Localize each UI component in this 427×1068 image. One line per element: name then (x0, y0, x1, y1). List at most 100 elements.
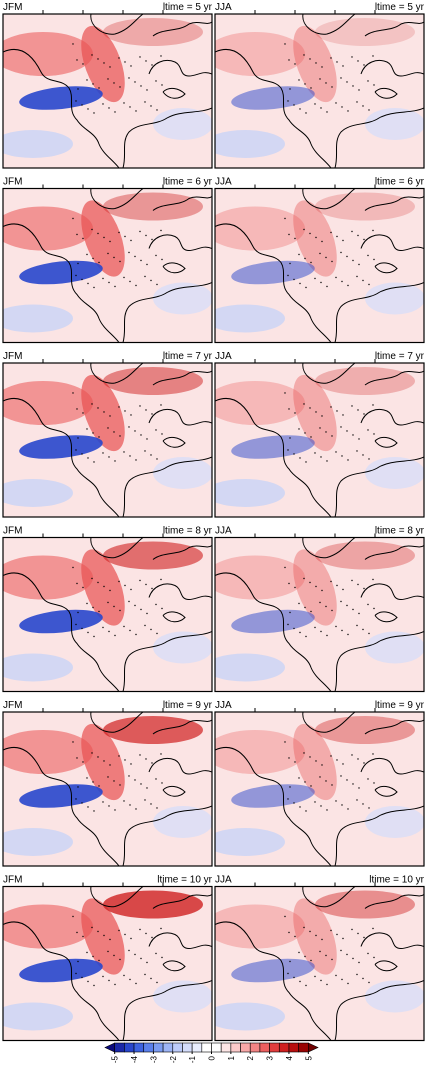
stipple (113, 82, 115, 84)
coastline (3, 537, 212, 692)
stipple (140, 957, 142, 960)
warm-anomaly (215, 904, 305, 949)
stipple (363, 413, 365, 415)
stipple (119, 958, 121, 961)
stipple (135, 633, 137, 636)
stipple (144, 624, 146, 627)
stipple (326, 460, 328, 462)
stipple (347, 110, 349, 112)
stipple (351, 405, 353, 407)
lead-label: ltime = 9 yr (375, 700, 425, 711)
stipple (108, 107, 110, 109)
field (3, 712, 212, 866)
map-panel: JFM ltime = 9 yr (2, 700, 213, 867)
stipple (325, 82, 327, 84)
stipple (367, 80, 369, 82)
stipple (129, 978, 131, 981)
stipple (107, 78, 109, 80)
stipple (367, 603, 369, 606)
cool-anomaly (365, 282, 424, 315)
stipple (103, 760, 105, 762)
stipple (139, 56, 141, 58)
stipple (288, 233, 290, 236)
stipple (87, 980, 89, 983)
cool-anomaly (231, 86, 315, 110)
stipple (367, 254, 369, 257)
stipple (303, 228, 305, 231)
stipple (373, 956, 375, 959)
stipple (103, 62, 105, 64)
stipple (358, 89, 360, 91)
stipple (298, 428, 300, 430)
stipple (109, 589, 111, 592)
cool-anomaly (153, 631, 212, 664)
stipple (363, 64, 365, 66)
stipple (108, 805, 110, 807)
stipple (293, 104, 295, 106)
stipple (123, 625, 125, 628)
stipple (330, 406, 332, 408)
stipple (356, 450, 358, 452)
stipple (335, 974, 337, 977)
field (3, 14, 212, 168)
stipple (368, 283, 370, 286)
stipple (347, 633, 349, 636)
stipple (335, 451, 337, 453)
stipple (118, 231, 120, 234)
stipple (330, 57, 332, 59)
stipple (72, 43, 74, 45)
stipple (336, 61, 338, 63)
stipple (315, 411, 317, 413)
colorbar-box (220, 1042, 232, 1053)
map-panel: JFM ltime = 5 yr (2, 2, 213, 169)
stipple (119, 609, 121, 612)
stipple (321, 415, 323, 417)
stipple (103, 585, 105, 588)
stipple (362, 628, 364, 631)
cool-anomaly (3, 479, 73, 507)
stipple (373, 433, 375, 435)
stipple (305, 984, 307, 987)
colorbar-label: -4 (130, 1055, 139, 1063)
stipple (314, 626, 316, 629)
stipple (314, 452, 316, 454)
stipple (156, 109, 158, 111)
stipple (319, 78, 321, 80)
stipple (103, 411, 105, 413)
colorbar-box (124, 1042, 135, 1053)
stipple (330, 929, 332, 932)
stipple (134, 604, 136, 607)
lead-label: ltime = 10 yr (369, 875, 424, 886)
cool-anomaly (215, 1002, 285, 1031)
stipple (128, 949, 130, 952)
stipple (305, 112, 307, 114)
stipple (93, 112, 95, 114)
stipple (340, 251, 342, 254)
stipple (123, 451, 125, 453)
warm-anomaly (215, 381, 305, 425)
stipple (336, 410, 338, 412)
stipple (310, 87, 312, 89)
stipple (151, 238, 153, 241)
stipple (144, 275, 146, 278)
stipple (326, 634, 328, 637)
stipple (108, 979, 110, 982)
stipple (289, 960, 291, 963)
stipple (151, 64, 153, 66)
stipple (109, 66, 111, 68)
stipple (124, 584, 126, 587)
stipple (363, 587, 365, 590)
stipple (284, 915, 286, 918)
stipple (303, 54, 305, 56)
stipple (341, 106, 343, 108)
stipple (358, 612, 360, 615)
colorbar-box (269, 1042, 280, 1053)
stipple (75, 274, 77, 277)
stipple (103, 934, 105, 937)
stipple (72, 392, 74, 394)
stipple (347, 459, 349, 461)
stipple (119, 86, 121, 88)
coastline (3, 14, 212, 168)
warm-anomaly (315, 367, 415, 395)
stipple (342, 65, 344, 67)
